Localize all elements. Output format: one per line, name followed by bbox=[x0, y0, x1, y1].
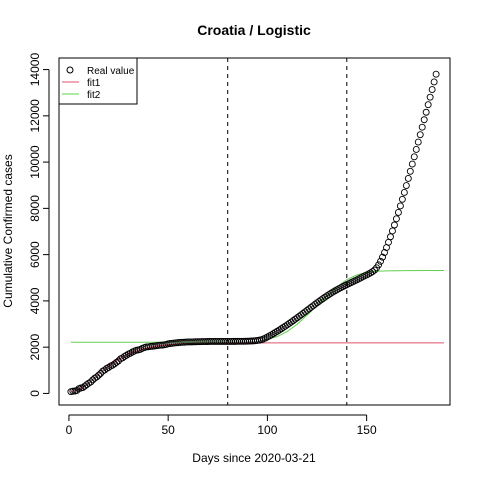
legend: Real value fit1 fit2 bbox=[58, 57, 138, 105]
x-axis: 0 50 100 150 bbox=[66, 414, 377, 437]
legend-box bbox=[58, 57, 138, 105]
data-point bbox=[87, 378, 95, 386]
chart-title: Croatia / Logistic bbox=[197, 22, 311, 38]
data-points bbox=[67, 70, 440, 396]
data-point bbox=[420, 116, 428, 124]
data-point bbox=[269, 330, 277, 338]
data-point bbox=[95, 371, 103, 379]
data-point bbox=[392, 215, 400, 223]
data-point bbox=[327, 289, 335, 297]
data-point bbox=[113, 358, 121, 366]
data-point bbox=[371, 266, 379, 274]
y-axis-label: Cumulative Confirmed cases bbox=[1, 154, 15, 307]
x-tick-label: 150 bbox=[357, 423, 377, 437]
data-point bbox=[396, 202, 404, 210]
data-point bbox=[388, 227, 396, 235]
legend-symbol-real-value bbox=[66, 66, 74, 74]
data-point bbox=[271, 329, 279, 336]
data-point bbox=[377, 257, 384, 265]
data-point bbox=[432, 70, 440, 78]
data-point bbox=[426, 93, 434, 101]
data-point bbox=[375, 261, 382, 269]
data-point bbox=[398, 195, 406, 203]
y-tick-label: 10000 bbox=[28, 145, 42, 179]
data-point bbox=[414, 138, 422, 146]
y-tick-label: 12000 bbox=[28, 99, 42, 133]
series-line-fit1 bbox=[70, 342, 445, 393]
reference-lines bbox=[227, 58, 348, 405]
data-point bbox=[301, 308, 309, 316]
data-point bbox=[299, 309, 307, 317]
data-point bbox=[404, 175, 412, 182]
data-point bbox=[379, 253, 386, 261]
data-point bbox=[297, 311, 305, 319]
legend-label-fit2: fit2 bbox=[87, 90, 101, 101]
data-point bbox=[412, 146, 420, 153]
plot-frame bbox=[58, 57, 451, 406]
data-point bbox=[422, 108, 430, 116]
data-point bbox=[418, 123, 426, 131]
y-axis: 0 2000 4000 6000 8000 10000 12000 14000 bbox=[28, 53, 50, 397]
y-tick-label: 2000 bbox=[28, 333, 42, 360]
data-point bbox=[121, 352, 128, 360]
y-tick-label: 6000 bbox=[28, 241, 42, 268]
x-tick-label: 100 bbox=[257, 423, 277, 437]
data-point bbox=[430, 78, 438, 86]
data-point bbox=[369, 268, 377, 276]
data-point bbox=[307, 303, 315, 311]
data-point bbox=[406, 167, 414, 175]
x-axis-label: Days since 2020-03-21 bbox=[192, 451, 316, 465]
y-tick-label: 14000 bbox=[28, 53, 42, 87]
x-tick-label: 50 bbox=[161, 423, 175, 437]
fit-lines bbox=[70, 270, 445, 393]
data-point bbox=[410, 153, 418, 161]
data-point bbox=[123, 351, 130, 359]
data-point bbox=[305, 305, 313, 313]
data-point bbox=[424, 101, 432, 109]
data-point bbox=[402, 182, 410, 189]
legend-label-real-value: Real value bbox=[87, 66, 135, 77]
data-point bbox=[416, 131, 424, 139]
data-point bbox=[97, 369, 105, 377]
data-point bbox=[400, 189, 408, 196]
data-point bbox=[408, 160, 416, 168]
data-point bbox=[303, 306, 311, 314]
data-point bbox=[390, 221, 398, 229]
y-tick-label: 8000 bbox=[28, 195, 42, 222]
data-point bbox=[428, 86, 436, 94]
data-point bbox=[394, 209, 402, 216]
y-tick-label: 0 bbox=[28, 390, 42, 397]
data-point bbox=[85, 379, 93, 387]
data-point bbox=[311, 300, 319, 308]
data-point bbox=[387, 233, 394, 241]
data-point bbox=[105, 363, 113, 371]
legend-label-fit1: fit1 bbox=[87, 78, 101, 89]
series-line-fit2 bbox=[70, 270, 445, 343]
y-tick-label: 4000 bbox=[28, 287, 42, 314]
x-tick-label: 0 bbox=[66, 423, 73, 437]
data-point bbox=[329, 288, 337, 296]
data-point bbox=[309, 302, 317, 310]
data-point bbox=[93, 373, 101, 381]
